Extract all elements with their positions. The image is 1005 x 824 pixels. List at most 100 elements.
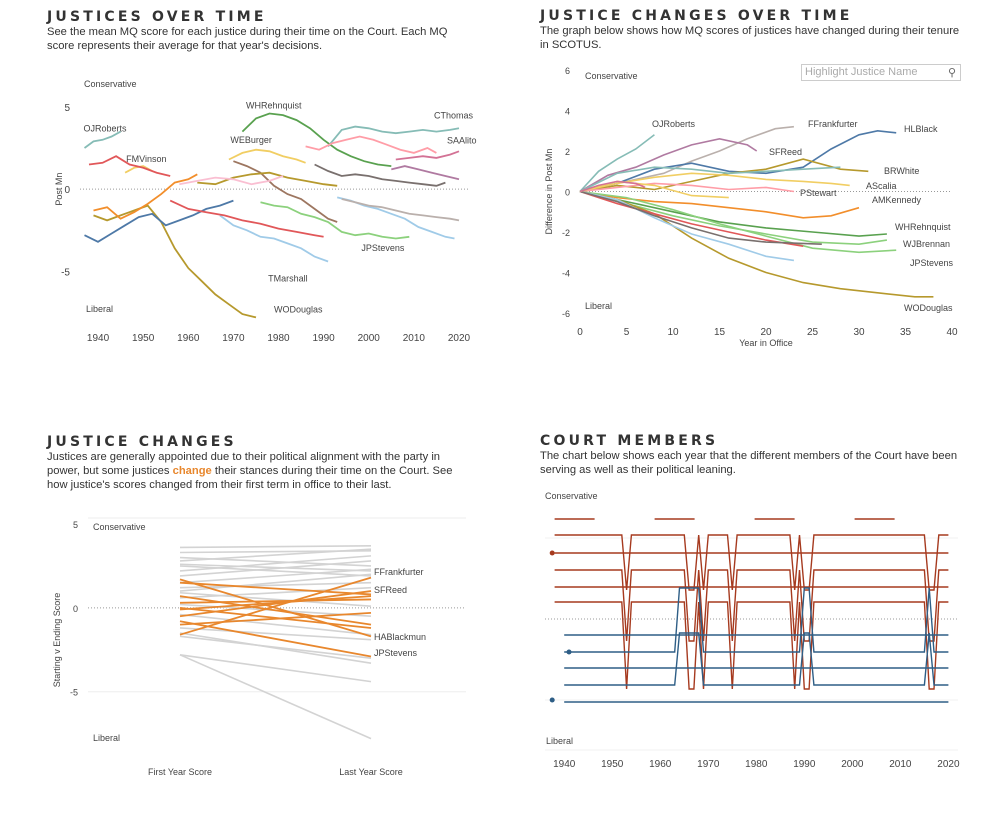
series-label: OJRoberts <box>84 123 128 133</box>
conservative-track <box>554 569 949 642</box>
y-tick-label: 5 <box>73 520 78 530</box>
y-tick-label: 4 <box>565 107 570 117</box>
series-line-CThomas <box>579 166 841 193</box>
panel3-desc-after: their stances during their time on the C… <box>47 465 453 491</box>
series-line-OJRoberts <box>579 134 655 193</box>
series-line-AScalia <box>305 135 437 154</box>
y-tick-label: -5 <box>61 267 70 278</box>
series-label: WHRehnquist <box>246 100 302 110</box>
conservative-dot <box>549 550 555 556</box>
y-tick-label: -2 <box>562 228 570 238</box>
x-category-label: Last Year Score <box>339 767 403 777</box>
series-line-WODouglas <box>93 204 257 319</box>
search-placeholder: Highlight Justice Name <box>805 66 918 78</box>
highlight-justice-search[interactable]: Highlight Justice Name ⚲ <box>801 64 961 81</box>
conservative-track <box>554 601 949 690</box>
search-icon[interactable]: ⚲ <box>947 67 956 79</box>
y-tick-label: 0 <box>64 185 70 196</box>
x-tick-label: 1960 <box>649 759 672 770</box>
liberal-track <box>564 632 949 686</box>
x-tick-label: 1990 <box>793 759 816 770</box>
x-tick-label: 2010 <box>889 759 912 770</box>
liberal-annotation: Liberal <box>546 736 573 746</box>
panel1-title: JUSTICES OVER TIME <box>47 9 267 25</box>
series-line-CThomas <box>327 125 460 147</box>
x-tick-label: 15 <box>714 327 726 338</box>
x-tick-label: 5 <box>624 327 630 338</box>
conservative-track <box>554 534 949 591</box>
y-tick-label: -6 <box>562 309 570 319</box>
panel2-title: JUSTICE CHANGES OVER TIME <box>540 8 853 24</box>
x-tick-label: 25 <box>807 327 819 338</box>
conservative-annotation: Conservative <box>545 491 598 501</box>
x-tick-label: 35 <box>900 327 912 338</box>
series-line-AScalia <box>579 172 850 193</box>
series-line-BRWhite <box>197 171 338 187</box>
justice-changes-slope-chart[interactable]: 5 0 -5 Starting v Ending Score Conservative L… <box>0 0 500 824</box>
series-label: FFrankfurter <box>808 119 858 129</box>
series-label: FMVinson <box>126 154 166 164</box>
liberal-track <box>564 587 949 653</box>
y-tick-label: -4 <box>562 269 570 279</box>
series-label: WODouglas <box>904 303 953 313</box>
series-label: JPStevens <box>910 258 954 268</box>
x-tick-label: 2010 <box>403 333 426 344</box>
y-tick-label: 2 <box>565 147 570 157</box>
series-line-TMarshall <box>219 214 329 263</box>
panel4-description: The chart below shows each year that the… <box>540 450 958 476</box>
grey-slope-line <box>179 565 372 577</box>
grey-slope-line <box>179 555 372 572</box>
x-tick-label: 1980 <box>745 759 768 770</box>
y-tick-label: 5 <box>64 103 70 114</box>
series-line-HABlackmun <box>579 190 795 262</box>
x-tick-label: 1980 <box>267 333 290 344</box>
highlight-slope-line <box>179 576 372 636</box>
panel3-description: Justices are generally appointed due to … <box>47 450 467 492</box>
series-label: OJRoberts <box>652 119 696 129</box>
conservative-annotation: Conservative <box>84 79 137 89</box>
series-label: AMKennedy <box>872 195 922 205</box>
y-tick-label: 0 <box>565 188 570 198</box>
series-line-WJBrennan <box>169 199 324 238</box>
slope-label: SFReed <box>374 585 407 595</box>
x-tick-label: 1960 <box>177 333 200 344</box>
justices-over-time-chart[interactable]: 5 0 -5 1940 1950 1960 1970 1980 1990 2000 2010 2020… <box>0 60 480 350</box>
series-line-JGRoberts <box>391 165 460 181</box>
highlight-slope-line <box>179 606 372 629</box>
series-line-SGBreyer <box>341 198 460 222</box>
series-label: WODouglas <box>274 304 323 314</box>
series-line-FFrankfurter <box>93 173 198 220</box>
series-label: WHRehnquist <box>895 222 951 232</box>
x-tick-label: 1990 <box>313 333 336 344</box>
x-tick-label: 1940 <box>553 759 576 770</box>
highlight-slope-line <box>179 595 372 626</box>
y-axis-label: Starting v Ending Score <box>52 593 62 688</box>
series-label: HLBlack <box>904 124 938 134</box>
slope-label: FFrankfurter <box>374 567 424 577</box>
grey-slope-line <box>179 586 372 599</box>
series-line-PStewart <box>579 182 795 193</box>
grey-slope-line <box>179 654 372 740</box>
series-line-TMarshall <box>579 190 804 247</box>
series-line-PStewart <box>179 175 284 186</box>
series-line-AMKennedy <box>314 163 446 187</box>
liberal-annotation: Liberal <box>585 301 612 311</box>
series-line-HLBlack <box>579 129 897 193</box>
x-tick-label: 0 <box>577 327 583 338</box>
x-tick-label: 1940 <box>87 333 110 344</box>
grey-slope-line <box>179 591 372 607</box>
y-axis-label: Post Mn <box>54 173 64 206</box>
liberal-dot <box>566 649 572 655</box>
slope-label: HABlackmun <box>374 632 426 642</box>
grey-slope-line <box>179 613 372 636</box>
panel3-desc-highlight: change <box>172 465 212 477</box>
highlight-slope-line <box>179 598 372 604</box>
series-line-WHRehnquist <box>579 190 887 237</box>
grey-slope-line <box>179 627 372 641</box>
series-line-OJRoberts <box>83 130 122 149</box>
x-tick-label: 40 <box>946 327 958 338</box>
grey-slope-line <box>179 632 372 664</box>
series-line-WODouglas <box>579 190 934 298</box>
